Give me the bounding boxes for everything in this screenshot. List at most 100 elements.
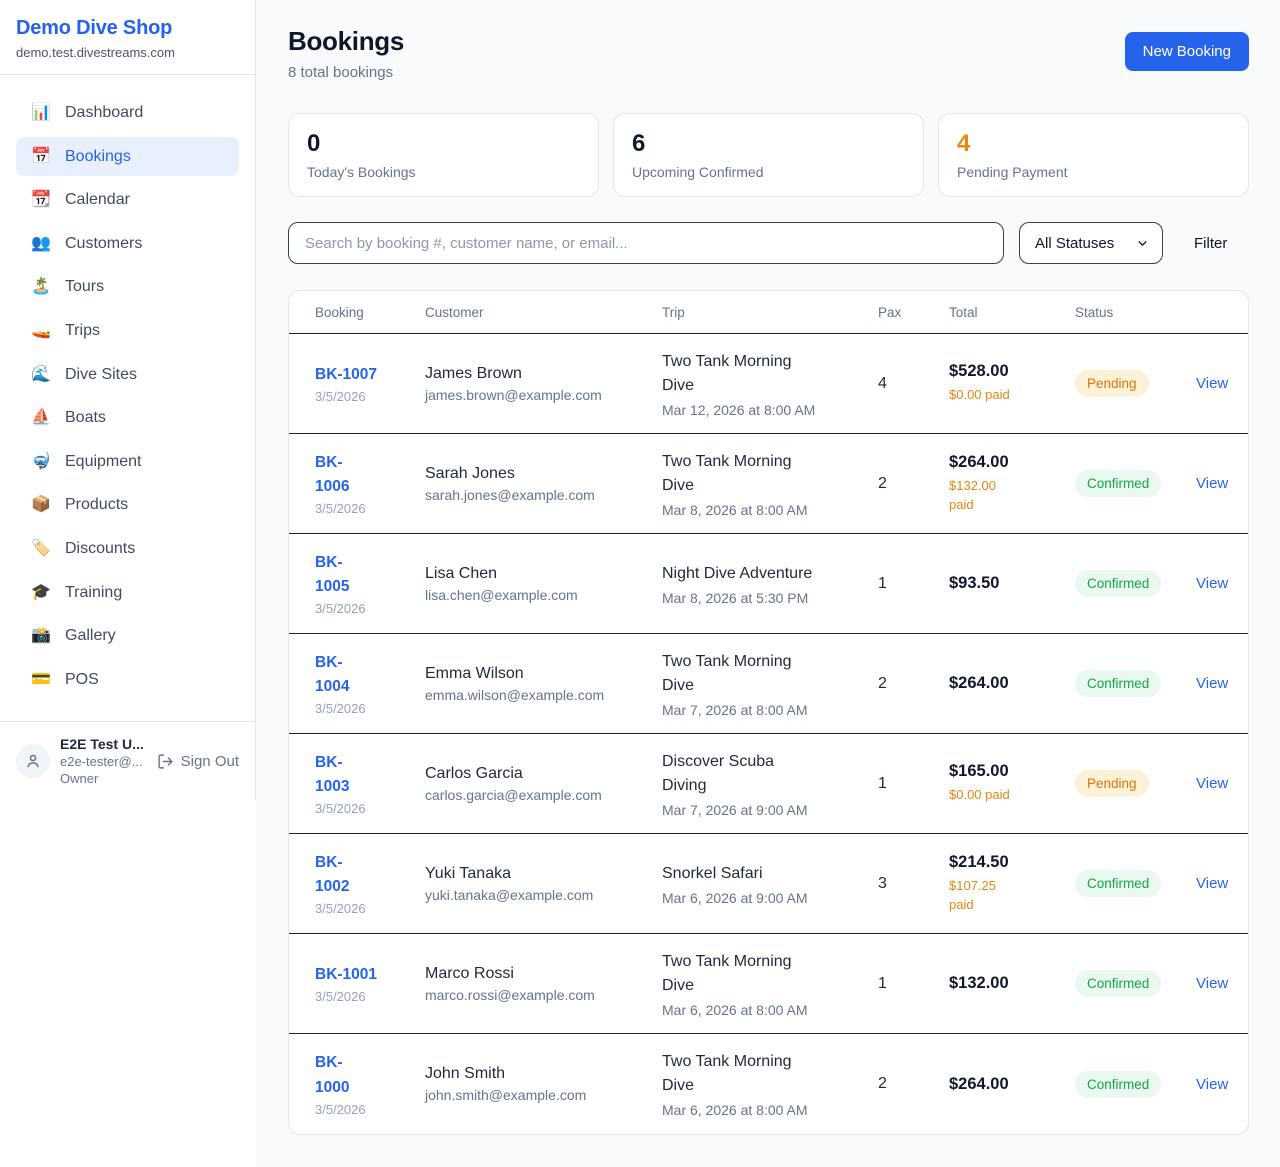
user-avatar xyxy=(16,744,50,778)
boats-icon: ⛵ xyxy=(31,409,51,427)
trip-datetime: Mar 6, 2026 at 8:00 AM xyxy=(662,1102,808,1118)
trips-icon: 🚤 xyxy=(31,321,51,339)
status-filter-select[interactable]: All Statuses xyxy=(1019,222,1163,264)
table-row: BK- 1000 3/5/2026 John Smith john.smith@… xyxy=(289,1034,1248,1134)
sidebar-item-dashboard[interactable]: 📊 Dashboard xyxy=(16,93,239,133)
pax-count: 1 xyxy=(878,574,887,592)
sidebar-item-trips[interactable]: 🚤 Trips xyxy=(16,311,239,351)
booking-date: 3/5/2026 xyxy=(315,1101,366,1117)
view-link[interactable]: View xyxy=(1196,975,1229,992)
controls-row: All Statuses Filter xyxy=(288,222,1249,264)
view-link[interactable]: View xyxy=(1196,875,1229,892)
status-badge: Confirmed xyxy=(1075,570,1162,597)
sidebar-item-tours[interactable]: 🏝️ Tours xyxy=(16,267,239,307)
booking-id-link[interactable]: BK- 1004 xyxy=(315,653,350,695)
view-link[interactable]: View xyxy=(1196,475,1229,492)
sidebar-item-label: Equipment xyxy=(65,452,142,470)
search-input[interactable] xyxy=(288,222,1004,264)
filter-button[interactable]: Filter xyxy=(1194,234,1228,252)
trip-name: Two Tank Morning Dive xyxy=(662,952,792,994)
customer-cell: Yuki Tanaka yuki.tanaka@example.com xyxy=(425,865,662,903)
sidebar-item-discounts[interactable]: 🏷️ Discounts xyxy=(16,529,239,569)
sidebar-item-dive-sites[interactable]: 🌊 Dive Sites xyxy=(16,355,239,395)
sidebar-footer: E2E Test U... e2e-tester@... Owner Sign … xyxy=(0,721,255,800)
trip-cell: Two Tank Morning Dive Mar 8, 2026 at 8:0… xyxy=(662,450,878,518)
user-email: e2e-tester@... xyxy=(60,754,143,769)
table-header-cell: Total xyxy=(949,305,978,320)
trip-name: Two Tank Morning Dive xyxy=(662,452,792,494)
customer-email: yuki.tanaka@example.com xyxy=(425,886,594,903)
pax-count: 2 xyxy=(878,1075,887,1092)
stat-value: 4 xyxy=(957,130,971,157)
sidebar-nav: 📊 Dashboard 📅 Bookings 📆 Calendar 👥 Cust… xyxy=(0,75,255,721)
booking-id-link[interactable]: BK- 1002 xyxy=(315,853,350,895)
status-badge: Confirmed xyxy=(1075,870,1162,897)
booking-cell: BK-1001 3/5/2026 xyxy=(315,963,425,1004)
sidebar-item-boats[interactable]: ⛵ Boats xyxy=(16,398,239,438)
page-subtitle: 8 total bookings xyxy=(288,64,394,81)
pax-count: 3 xyxy=(878,874,887,892)
pax-count: 4 xyxy=(878,374,887,392)
trip-name: Night Dive Adventure xyxy=(662,564,813,582)
paid-amount: $132.00 paid xyxy=(949,477,996,513)
sidebar-item-training[interactable]: 🎓 Training xyxy=(16,573,239,613)
sidebar-item-bookings[interactable]: 📅 Bookings xyxy=(16,136,239,177)
booking-date: 3/5/2026 xyxy=(315,501,366,517)
booking-id-link[interactable]: BK- 1005 xyxy=(315,553,350,595)
customer-cell: John Smith john.smith@example.com xyxy=(425,1065,662,1103)
total-cell: $528.00 $0.00 paid xyxy=(949,362,1075,405)
total-cell: $165.00 $0.00 paid xyxy=(949,762,1075,805)
view-link[interactable]: View xyxy=(1196,575,1229,592)
sidebar-item-calendar[interactable]: 📆 Calendar xyxy=(16,180,239,220)
customers-icon: 👥 xyxy=(31,234,51,252)
trip-cell: Two Tank Morning Dive Mar 6, 2026 at 8:0… xyxy=(662,1050,878,1118)
booking-date: 3/5/2026 xyxy=(315,601,366,617)
table-row: BK- 1005 3/5/2026 Lisa Chen lisa.chen@ex… xyxy=(289,534,1248,634)
sidebar-item-label: Tours xyxy=(65,278,105,296)
pos-icon: 💳 xyxy=(31,670,51,688)
calendar-icon: 📆 xyxy=(31,191,51,209)
status-cell: Confirmed xyxy=(1075,670,1196,697)
booking-date: 3/5/2026 xyxy=(315,901,366,917)
trip-name: Snorkel Safari xyxy=(662,864,763,882)
table-header-cell: Pax xyxy=(878,305,902,320)
sidebar-item-equipment[interactable]: 🤿 Equipment xyxy=(16,442,239,482)
booking-id-link[interactable]: BK-1007 xyxy=(315,365,378,383)
sidebar: Demo Dive Shop demo.test.divestreams.com… xyxy=(0,0,256,800)
view-link[interactable]: View xyxy=(1196,1075,1229,1093)
booking-id-link[interactable]: BK- 1006 xyxy=(315,453,350,495)
total-amount: $264.00 xyxy=(949,452,1009,471)
customer-name: John Smith xyxy=(425,1065,506,1082)
view-link[interactable]: View xyxy=(1196,375,1229,392)
page-title: Bookings xyxy=(288,26,405,56)
booking-id-link[interactable]: BK- 1003 xyxy=(315,753,350,795)
booking-cell: BK- 1006 3/5/2026 xyxy=(315,451,425,516)
trip-datetime: Mar 7, 2026 at 8:00 AM xyxy=(662,701,808,718)
status-badge: Confirmed xyxy=(1075,970,1162,997)
sidebar-item-gallery[interactable]: 📸 Gallery xyxy=(16,616,239,656)
sidebar-item-label: POS xyxy=(65,670,99,688)
stat-value: 0 xyxy=(307,130,321,157)
sidebar-item-customers[interactable]: 👥 Customers xyxy=(16,224,239,264)
trip-cell: Two Tank Morning Dive Mar 7, 2026 at 8:0… xyxy=(662,650,878,718)
trip-datetime: Mar 8, 2026 at 5:30 PM xyxy=(662,589,809,606)
table-header-cell: Customer xyxy=(425,305,484,320)
trip-datetime: Mar 6, 2026 at 9:00 AM xyxy=(662,889,808,906)
sidebar-item-products[interactable]: 📦 Products xyxy=(16,485,239,525)
new-booking-button[interactable]: New Booking xyxy=(1124,32,1249,71)
booking-id-link[interactable]: BK-1001 xyxy=(315,965,378,983)
stats-row: 0 Today's Bookings 6 Upcoming Confirmed … xyxy=(288,113,1249,197)
customer-email: lisa.chen@example.com xyxy=(425,586,578,603)
sign-out-button[interactable]: Sign Out xyxy=(157,753,239,770)
table-body: BK-1007 3/5/2026 James Brown james.brown… xyxy=(289,334,1248,1134)
table-row: BK- 1002 3/5/2026 Yuki Tanaka yuki.tanak… xyxy=(289,834,1248,934)
sidebar-item-pos[interactable]: 💳 POS xyxy=(16,660,239,700)
view-link[interactable]: View xyxy=(1196,775,1229,792)
view-link[interactable]: View xyxy=(1196,675,1229,692)
booking-id-link[interactable]: BK- 1000 xyxy=(315,1054,350,1096)
table-row: BK-1001 3/5/2026 Marco Rossi marco.rossi… xyxy=(289,934,1248,1034)
discounts-icon: 🏷️ xyxy=(31,539,51,557)
sidebar-item-label: Dive Sites xyxy=(65,365,138,383)
booking-date: 3/5/2026 xyxy=(315,701,366,717)
total-amount: $132.00 xyxy=(949,974,1009,992)
